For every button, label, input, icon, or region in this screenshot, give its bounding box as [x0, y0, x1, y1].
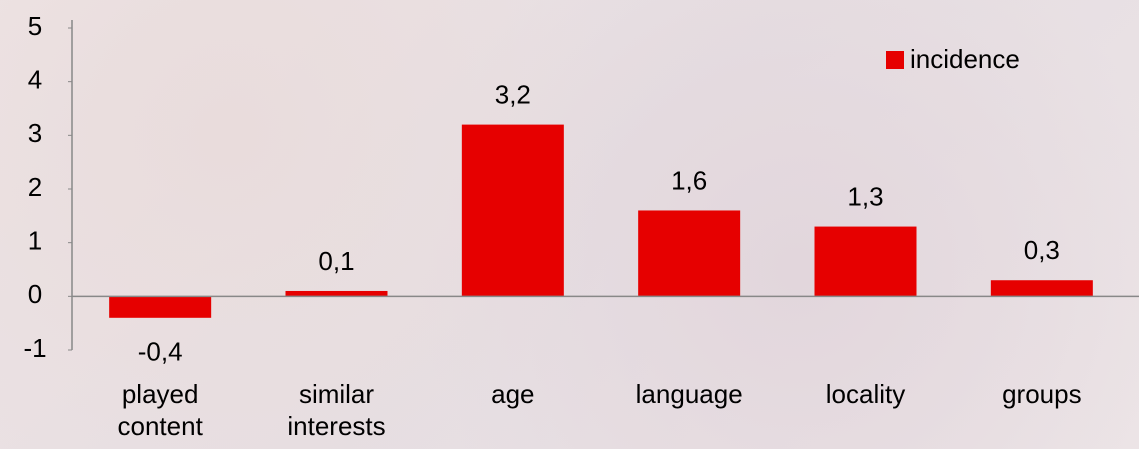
bar [638, 210, 741, 297]
bar [990, 280, 1093, 297]
value-label: 0,1 [318, 246, 354, 276]
value-label: -0,4 [138, 337, 183, 367]
bar [109, 296, 212, 318]
bar [285, 290, 388, 297]
value-label: 3,2 [495, 79, 531, 109]
y-tick-label: -1 [23, 333, 46, 363]
legend-label: incidence [910, 44, 1020, 74]
value-label: 1,6 [671, 165, 707, 195]
y-tick-label: 1 [28, 226, 42, 256]
legend-swatch [886, 51, 904, 69]
bar [461, 124, 564, 297]
y-tick-label: 0 [28, 279, 42, 309]
value-label: 0,3 [1024, 235, 1060, 265]
y-tick-label: 4 [28, 65, 42, 95]
x-tick-label: played content [117, 379, 203, 441]
x-tick-label: similar interests [287, 379, 386, 441]
y-tick-label: 2 [28, 172, 42, 202]
value-label: 1,3 [847, 181, 883, 211]
bar [814, 226, 917, 297]
x-tick-label: age [491, 379, 535, 409]
x-tick-label: groups [1002, 379, 1082, 409]
y-tick-label: 3 [28, 118, 42, 148]
y-tick-label: 5 [28, 11, 42, 41]
x-tick-label: language [635, 379, 743, 409]
x-tick-label: locality [825, 379, 906, 409]
